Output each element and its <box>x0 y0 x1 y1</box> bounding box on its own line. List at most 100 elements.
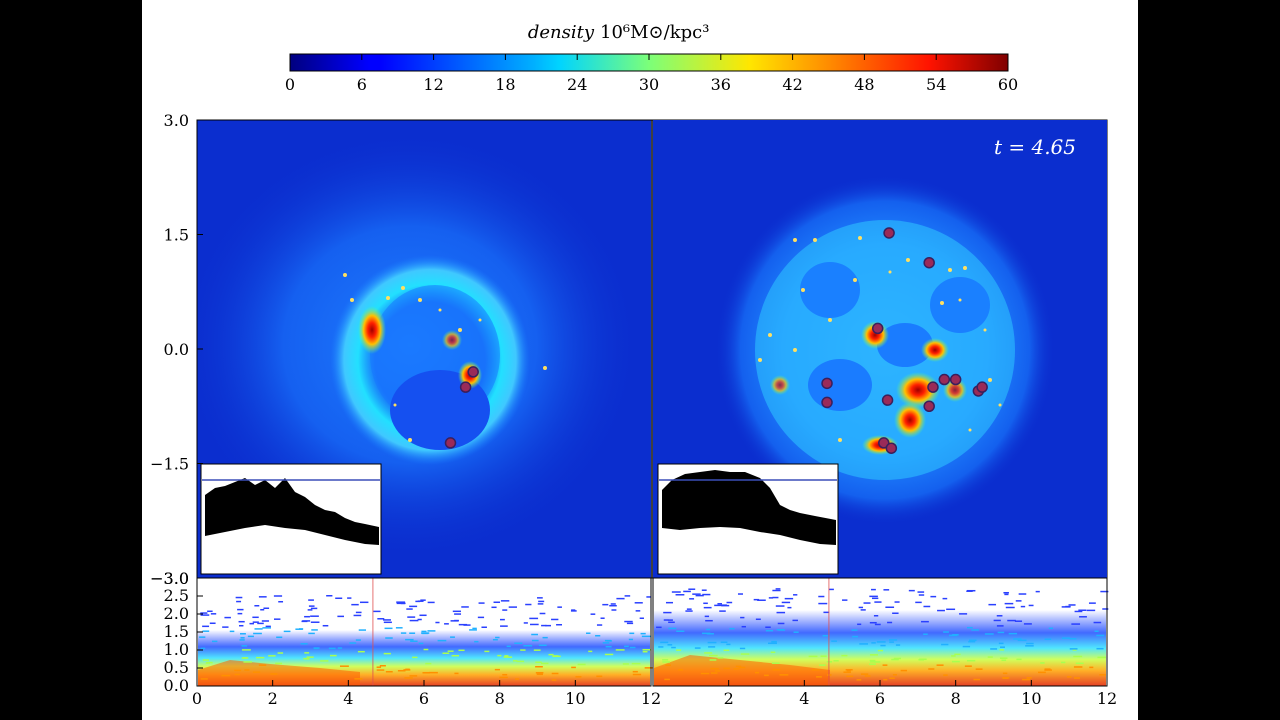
data-streak <box>686 608 692 610</box>
data-streak <box>270 673 278 675</box>
data-streak <box>990 648 998 650</box>
data-streak <box>917 591 925 593</box>
data-streak <box>984 633 994 635</box>
data-streak <box>954 653 961 656</box>
data-streak <box>409 605 418 608</box>
data-streak <box>644 667 653 669</box>
data-streak <box>737 593 743 595</box>
data-streak <box>200 678 208 680</box>
data-streak <box>1004 602 1014 605</box>
data-streak <box>776 628 785 631</box>
data-streak <box>629 632 635 635</box>
data-streak <box>946 608 956 611</box>
data-streak <box>895 644 901 646</box>
data-streak <box>421 630 427 633</box>
data-streak <box>768 642 777 645</box>
data-streak <box>1071 623 1081 625</box>
colorbar-tick-label: 0 <box>285 75 295 94</box>
bottom-right-x-tick-label: 8 <box>951 689 961 708</box>
colorbar-tick-label: 48 <box>854 75 874 94</box>
data-streak <box>707 641 717 644</box>
data-streak <box>987 656 993 658</box>
left-clumps <box>343 273 547 449</box>
data-streak <box>252 616 259 619</box>
data-streak <box>665 601 674 604</box>
data-streak <box>410 640 418 643</box>
data-streak <box>422 672 430 674</box>
data-streak <box>407 616 416 618</box>
data-streak <box>1079 616 1087 618</box>
bottom-right-hot-wedge <box>654 655 830 686</box>
colorbar-title: density <box>528 22 595 43</box>
data-streak <box>823 611 830 614</box>
data-streak <box>936 664 944 666</box>
bottom-right-x-tick-label: 6 <box>875 689 885 708</box>
data-streak <box>326 595 333 597</box>
data-streak <box>1005 606 1015 609</box>
data-streak <box>864 675 871 677</box>
data-streak <box>236 600 242 603</box>
data-streak <box>777 622 785 625</box>
data-streak <box>999 649 1005 651</box>
data-streak <box>419 614 427 617</box>
data-streak <box>450 636 455 638</box>
data-streak <box>252 671 261 673</box>
data-streak <box>258 664 267 666</box>
data-streak <box>202 659 210 661</box>
data-streak <box>1022 678 1031 681</box>
data-streak <box>1075 662 1084 665</box>
data-streak <box>529 617 539 620</box>
density-knot <box>793 238 797 242</box>
data-streak <box>735 665 742 668</box>
left-map-y-tick-label: 0.0 <box>164 340 189 359</box>
data-streak <box>846 675 854 678</box>
density-knot <box>853 278 857 282</box>
clump-marker <box>821 396 833 409</box>
data-streak <box>355 611 362 614</box>
data-streak <box>646 596 651 598</box>
data-streak <box>676 630 685 632</box>
data-streak <box>531 633 538 636</box>
data-streak <box>229 630 235 633</box>
data-streak <box>1094 630 1099 633</box>
clump-marker <box>938 373 951 386</box>
data-streak <box>771 640 777 643</box>
clump-marker <box>881 394 894 406</box>
data-streak <box>714 604 723 607</box>
bottom-left-y-tick-label: 2.5 <box>164 586 189 605</box>
data-streak <box>831 640 837 642</box>
data-streak <box>1074 610 1083 613</box>
clump-marker <box>927 381 939 393</box>
data-streak <box>996 625 1004 627</box>
data-streak <box>816 676 822 678</box>
data-streak <box>335 597 343 600</box>
data-streak <box>714 670 721 672</box>
data-streak <box>1026 642 1034 645</box>
left-hotspot-1 <box>358 306 386 354</box>
data-streak <box>278 600 284 603</box>
data-streak <box>205 662 210 664</box>
density-knot <box>408 438 412 442</box>
data-streak <box>512 660 518 662</box>
clump-marker <box>821 377 833 390</box>
data-streak <box>1001 659 1007 662</box>
data-streak <box>423 648 429 651</box>
data-streak <box>417 600 424 602</box>
right-bubble-2 <box>808 359 872 411</box>
data-streak <box>396 601 406 603</box>
data-streak <box>889 639 898 641</box>
data-streak <box>523 622 528 624</box>
data-streak <box>1044 669 1052 671</box>
data-streak <box>765 626 771 628</box>
data-streak <box>1040 662 1045 664</box>
colorbar-tick-label: 18 <box>495 75 515 94</box>
data-streak <box>500 625 508 627</box>
data-streak <box>304 615 310 618</box>
data-streak <box>497 654 502 657</box>
data-streak <box>628 638 634 641</box>
data-streak <box>869 659 876 662</box>
data-streak <box>856 679 862 681</box>
data-streak <box>663 619 669 621</box>
density-knot <box>386 296 390 300</box>
data-streak <box>1069 638 1077 640</box>
